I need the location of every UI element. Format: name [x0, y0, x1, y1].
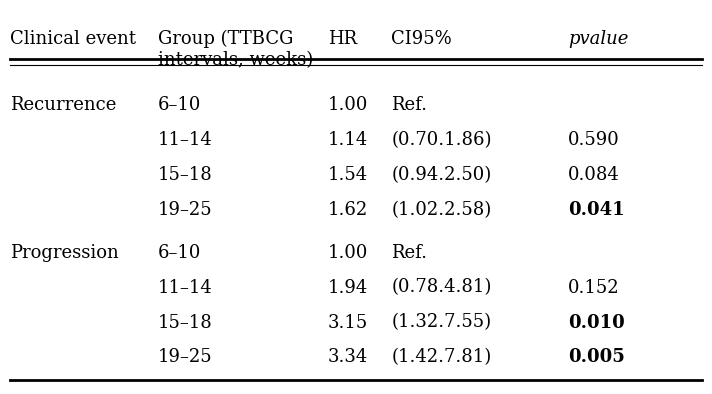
Text: 0.084: 0.084 [568, 166, 619, 184]
Text: 15–18: 15–18 [158, 166, 213, 184]
Text: 1.00: 1.00 [328, 96, 368, 114]
Text: Group (TTBCG
intervals, weeks): Group (TTBCG intervals, weeks) [158, 30, 313, 69]
Text: 1.14: 1.14 [328, 131, 368, 149]
Text: HR: HR [328, 30, 357, 48]
Text: Clinical event: Clinical event [10, 30, 136, 48]
Text: 19–25: 19–25 [158, 201, 213, 219]
Text: 11–14: 11–14 [158, 279, 213, 297]
Text: 0.005: 0.005 [568, 349, 625, 366]
Text: (0.78.4.81): (0.78.4.81) [392, 279, 492, 297]
Text: 1.62: 1.62 [328, 201, 368, 219]
Text: Ref.: Ref. [392, 96, 427, 114]
Text: Ref.: Ref. [392, 243, 427, 262]
Text: 1.54: 1.54 [328, 166, 368, 184]
Text: 0.010: 0.010 [568, 314, 624, 331]
Text: 0.041: 0.041 [568, 201, 624, 219]
Text: 6–10: 6–10 [158, 96, 201, 114]
Text: 1.94: 1.94 [328, 279, 368, 297]
Text: pvalue: pvalue [568, 30, 628, 48]
Text: Recurrence: Recurrence [10, 96, 116, 114]
Text: 3.34: 3.34 [328, 349, 368, 366]
Text: 11–14: 11–14 [158, 131, 213, 149]
Text: (0.94.2.50): (0.94.2.50) [392, 166, 491, 184]
Text: 6–10: 6–10 [158, 243, 201, 262]
Text: (0.70.1.86): (0.70.1.86) [392, 131, 492, 149]
Text: 3.15: 3.15 [328, 314, 368, 331]
Text: 0.152: 0.152 [568, 279, 619, 297]
Text: 19–25: 19–25 [158, 349, 213, 366]
Text: (1.02.2.58): (1.02.2.58) [392, 201, 491, 219]
Text: CI95%: CI95% [392, 30, 452, 48]
Text: (1.42.7.81): (1.42.7.81) [392, 349, 491, 366]
Text: (1.32.7.55): (1.32.7.55) [392, 314, 491, 331]
Text: 0.590: 0.590 [568, 131, 619, 149]
Text: Progression: Progression [10, 243, 119, 262]
Text: 15–18: 15–18 [158, 314, 213, 331]
Text: 1.00: 1.00 [328, 243, 368, 262]
